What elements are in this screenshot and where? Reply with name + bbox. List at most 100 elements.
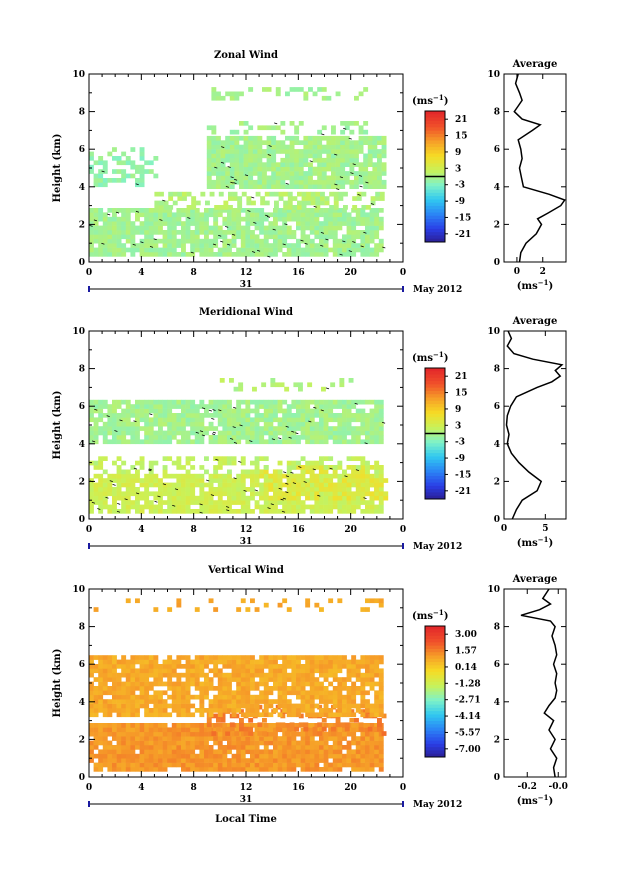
- heatmap-cell: [168, 205, 174, 210]
- heatmap-cell: [374, 469, 380, 475]
- heatmap-cell: [346, 745, 352, 750]
- heatmap-cell: [229, 162, 235, 167]
- heatmap-cell: [121, 504, 127, 510]
- heatmap-cell: [98, 664, 104, 669]
- heatmap-cell: [378, 421, 384, 427]
- heatmap-cell: [245, 221, 251, 226]
- heatmap-cell: [116, 234, 122, 240]
- heatmap-cell: [296, 216, 301, 222]
- heatmap-cell: [323, 417, 329, 423]
- heatmap-cell: [238, 382, 244, 388]
- heatmap-cell: [162, 708, 168, 713]
- heatmap-cell: [102, 504, 108, 510]
- heatmap-cell: [328, 749, 334, 755]
- heatmap-cell: [268, 487, 274, 492]
- colorbar-segment: [425, 235, 445, 240]
- heatmap-cell: [331, 184, 336, 189]
- heatmap-cell: [369, 252, 375, 257]
- heatmap-cell: [286, 243, 292, 248]
- heatmap-cell: [220, 713, 226, 719]
- heatmap-cell: [181, 408, 186, 414]
- heatmap-cell: [148, 504, 154, 510]
- heatmap-cell: [206, 718, 212, 723]
- heatmap-cell: [282, 690, 288, 696]
- heatmap-cell: [171, 659, 177, 665]
- heatmap-cell: [351, 482, 357, 488]
- heatmap-cell: [272, 478, 278, 483]
- heatmap-cell: [130, 749, 136, 755]
- heatmap-cell: [355, 727, 361, 733]
- heatmap-cell: [365, 216, 370, 222]
- heatmap-cell: [374, 404, 380, 409]
- heatmap-cell: [273, 413, 278, 418]
- heatmap-cell: [240, 230, 246, 235]
- heatmap-cell: [190, 473, 196, 479]
- heatmap-cell: [271, 171, 277, 176]
- heatmap-cell: [346, 664, 352, 669]
- heatmap-cells: [89, 598, 387, 772]
- heatmap-cell: [268, 504, 274, 510]
- heatmap-cell: [222, 708, 228, 713]
- heatmap-cell: [121, 681, 127, 687]
- heatmap-cell: [328, 694, 334, 700]
- heatmap-cell: [273, 668, 278, 674]
- heatmap-cell: [291, 230, 297, 235]
- heatmap-cell: [296, 504, 301, 510]
- heatmap-cell: [245, 247, 251, 253]
- heatmap-cell: [121, 753, 127, 759]
- heatmap-cell: [330, 382, 336, 388]
- contour-mark: [233, 178, 238, 181]
- heatmap-cell: [89, 164, 94, 170]
- heatmap-cell: [245, 417, 251, 423]
- heatmap-cell: [365, 681, 370, 687]
- heatmap-cell: [254, 473, 260, 479]
- heatmap-cell: [328, 234, 334, 240]
- heatmap-cell: [240, 408, 246, 414]
- heatmap-cell: [213, 478, 219, 483]
- heatmap-cell: [332, 758, 338, 763]
- heatmap-cell: [254, 234, 260, 240]
- heatmap-cell: [208, 208, 214, 213]
- heatmap-cell: [346, 672, 352, 678]
- contour-mark: [320, 409, 324, 412]
- heatmap-cell: [171, 690, 177, 696]
- heatmap-cell: [98, 655, 104, 660]
- heatmap-cell: [331, 162, 336, 167]
- heatmap-cell: [346, 749, 352, 755]
- heatmap-cell: [374, 762, 380, 768]
- heatmap-cell: [309, 736, 315, 741]
- heatmap-cell: [360, 745, 366, 750]
- heatmap-cell: [240, 426, 246, 431]
- heatmap-cell: [320, 196, 325, 201]
- heatmap-cell: [296, 404, 301, 409]
- heatmap-cell: [171, 413, 177, 418]
- heatmap-cell: [332, 495, 338, 501]
- heatmap-cell: [309, 426, 315, 431]
- heatmap-cell: [328, 762, 334, 768]
- heatmap-cell: [252, 140, 258, 145]
- colorbar-segment: [425, 495, 445, 500]
- heatmap-cell: [354, 149, 359, 154]
- heatmap-cell: [236, 753, 242, 759]
- heatmap-cell: [305, 247, 311, 253]
- heatmap-cell: [259, 758, 265, 763]
- heatmap-cell: [277, 408, 283, 414]
- heatmap-cell: [369, 659, 375, 665]
- heatmap-cell: [93, 460, 99, 466]
- heatmap-cell: [328, 668, 334, 674]
- heatmap-cell: [222, 681, 228, 687]
- heatmap-cell: [204, 731, 209, 737]
- heatmap-cell: [349, 162, 355, 167]
- heatmap-cell: [176, 413, 182, 418]
- heatmap-cell: [158, 749, 163, 755]
- heatmap-cell: [204, 252, 209, 257]
- heatmap-cell: [181, 753, 186, 759]
- heatmap-cell: [144, 762, 150, 768]
- heatmap-cell: [300, 708, 306, 713]
- heatmap-cell: [148, 762, 154, 768]
- heatmap-cell: [116, 426, 122, 431]
- heatmap-cell: [280, 162, 286, 167]
- heatmap-cell: [378, 740, 384, 746]
- heatmap-cell: [274, 205, 279, 210]
- heatmap-cell: [332, 234, 338, 240]
